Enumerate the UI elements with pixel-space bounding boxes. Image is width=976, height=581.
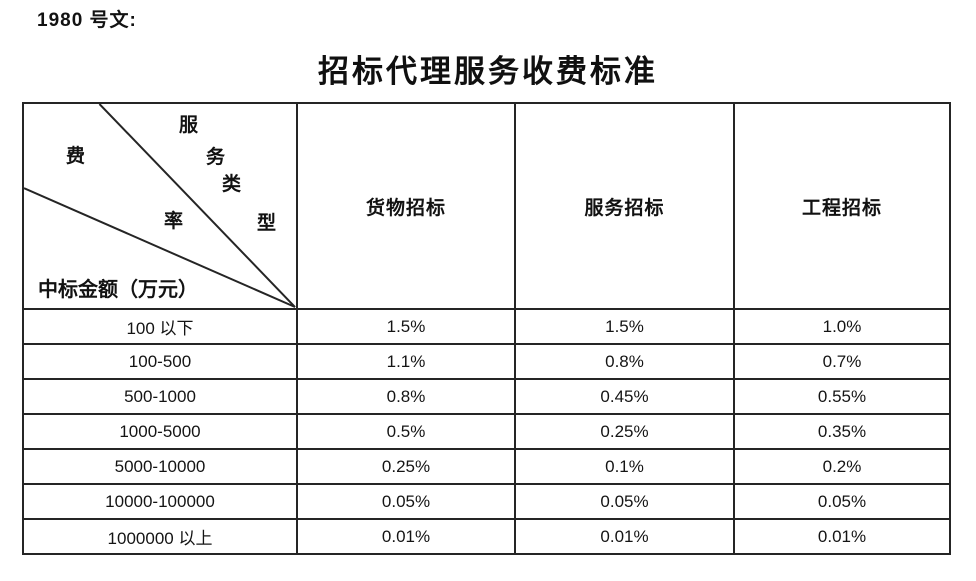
rate-cell: 0.35% — [733, 413, 951, 450]
amount-range-cell: 5000-10000 — [22, 448, 298, 485]
rate-cell: 0.05% — [514, 483, 735, 520]
rate-cell: 0.45% — [514, 378, 735, 415]
table-row: 10000-100000 0.05% 0.05% 0.05% — [22, 483, 951, 520]
column-header-goods-bidding: 货物招标 — [296, 102, 516, 310]
table-row: 100-500 1.1% 0.8% 0.7% — [22, 343, 951, 380]
rate-cell: 0.25% — [296, 448, 516, 485]
table-row: 1000-5000 0.5% 0.25% 0.35% — [22, 413, 951, 450]
rate-cell: 0.25% — [514, 413, 735, 450]
amount-range-cell: 100-500 — [22, 343, 298, 380]
rate-cell: 0.8% — [296, 378, 516, 415]
corner-label-bid-amount: 中标金额（万元） — [38, 279, 198, 301]
amount-range-cell: 10000-100000 — [22, 483, 298, 520]
page-title: 招标代理服务收费标准 — [318, 54, 658, 89]
rate-cell: 0.7% — [733, 343, 951, 380]
fee-table-body: 100 以下 1.5% 1.5% 1.0% 100-500 1.1% 0.8% 0.7% 500… — [22, 308, 951, 555]
corner-label-fee-rate-char: 费 — [66, 146, 86, 167]
diagonal-divider-lines — [24, 104, 296, 308]
table-row: 100 以下 1.5% 1.5% 1.0% — [22, 308, 951, 345]
rate-cell: 0.2% — [733, 448, 951, 485]
fee-schedule-table: 服 务 类 型 费 率 中标金额（万元） 货物招标 服务招标 工程招标 100 … — [22, 102, 951, 555]
rate-cell: 0.01% — [514, 518, 735, 555]
rate-cell: 0.8% — [514, 343, 735, 380]
table-row: 1000000 以上 0.01% 0.01% 0.01% — [22, 518, 951, 555]
column-header-engineering-bidding: 工程招标 — [733, 102, 951, 310]
corner-label-service-type-char: 服 — [179, 115, 199, 136]
rate-cell: 1.1% — [296, 343, 516, 380]
rate-cell: 0.01% — [733, 518, 951, 555]
column-header-service-bidding: 服务招标 — [514, 102, 735, 310]
corner-label-fee-rate-char: 率 — [164, 211, 184, 232]
rate-cell: 1.5% — [296, 308, 516, 345]
amount-range-cell: 1000000 以上 — [22, 518, 298, 555]
rate-cell: 0.55% — [733, 378, 951, 415]
rate-cell: 0.5% — [296, 413, 516, 450]
document-ref-label: 1980 号文: — [37, 10, 137, 31]
rate-cell: 0.1% — [514, 448, 735, 485]
diagonal-corner-cell: 服 务 类 型 费 率 中标金额（万元） — [22, 102, 298, 310]
amount-range-cell: 100 以下 — [22, 308, 298, 345]
corner-label-service-type-char: 类 — [222, 174, 242, 195]
amount-range-cell: 500-1000 — [22, 378, 298, 415]
table-row: 5000-10000 0.25% 0.1% 0.2% — [22, 448, 951, 485]
header-row: 服 务 类 型 费 率 中标金额（万元） 货物招标 服务招标 工程招标 — [22, 102, 951, 310]
table-row: 500-1000 0.8% 0.45% 0.55% — [22, 378, 951, 415]
rate-cell: 0.05% — [733, 483, 951, 520]
rate-cell: 0.01% — [296, 518, 516, 555]
rate-cell: 1.0% — [733, 308, 951, 345]
rate-cell: 0.05% — [296, 483, 516, 520]
amount-range-cell: 1000-5000 — [22, 413, 298, 450]
corner-label-service-type-char: 型 — [257, 213, 277, 234]
rate-cell: 1.5% — [514, 308, 735, 345]
corner-label-service-type-char: 务 — [206, 147, 226, 168]
